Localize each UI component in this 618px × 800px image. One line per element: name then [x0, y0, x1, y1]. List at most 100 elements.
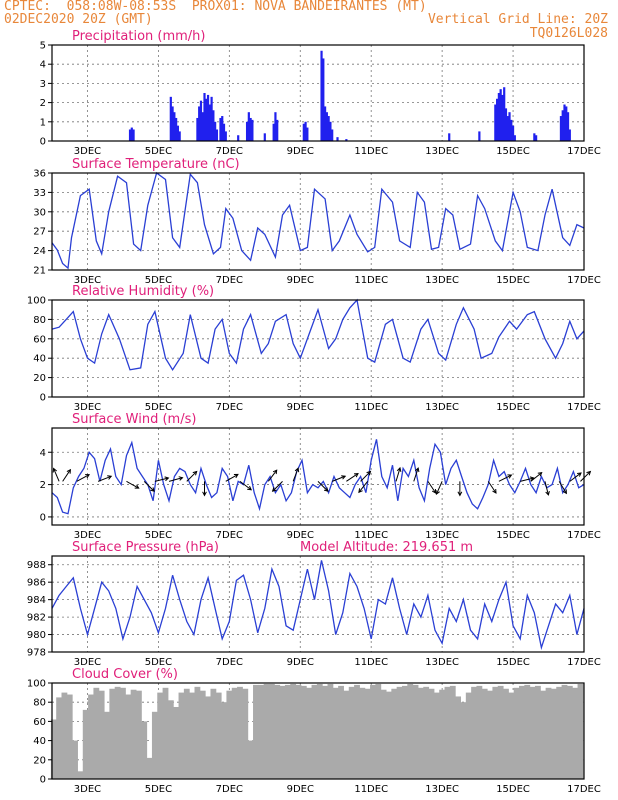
precipitation-bar [201, 112, 204, 141]
cloud-cover-bar [508, 692, 515, 779]
cloud-cover-bar [540, 690, 547, 779]
header-model-code: TQ0126L028 [529, 26, 608, 41]
cloud-cover-bar [322, 685, 329, 779]
cloud-cover-bar [205, 696, 211, 779]
cloud-cover-bar [550, 688, 557, 779]
wind-vector [52, 467, 60, 482]
cloud-cover-bar [497, 685, 504, 779]
precipitation-bar [171, 106, 174, 141]
cloud-cover-bar [199, 690, 206, 779]
cloud-cover-bar [50, 719, 57, 779]
wind-vector [360, 470, 372, 482]
precipitation-bar [510, 119, 513, 141]
plot-frame [51, 427, 585, 526]
x-tick-label: 9DEC [287, 146, 314, 157]
x-tick-label: 15DEC [496, 530, 530, 541]
cloud-cover-bar [56, 697, 63, 779]
cloud-cover-bar [237, 686, 243, 779]
wind-vector [225, 473, 239, 482]
cloud-cover-bar [61, 692, 68, 779]
precipitation-bar [331, 129, 334, 141]
y-tick-label: 60 [33, 717, 46, 728]
precipitation-bar [306, 127, 309, 141]
cloud-cover-bar [343, 690, 350, 779]
cloud-cover-bar [455, 696, 462, 779]
precipitation-bar [198, 106, 201, 141]
precipitation-bar [245, 121, 249, 141]
cloud-cover-bar [284, 684, 291, 779]
precipitation-bar [215, 129, 219, 141]
wind-vector [498, 474, 513, 482]
series-line-humidity [51, 298, 585, 372]
precipitation-bar [247, 112, 250, 141]
y-tick-label: 5 [40, 41, 46, 52]
y-tick-label: 0 [40, 393, 46, 404]
x-tick-label: 3DEC [74, 530, 101, 541]
cloud-cover-bar [481, 688, 488, 779]
precipitation-bar [329, 121, 332, 141]
y-tick-label: 20 [33, 755, 46, 766]
wind-vector [520, 476, 535, 482]
series-line-pressure [51, 560, 585, 651]
precipitation-bar [323, 106, 327, 141]
y-tick-label: 986 [27, 578, 46, 589]
cloud-cover-bar [561, 684, 568, 779]
plot-frame [51, 44, 585, 142]
panel-title: Surface Pressure (hPa) [72, 540, 219, 555]
y-tick-label: 20 [33, 373, 46, 384]
cloud-cover-bar [104, 711, 110, 779]
precipitation-bar [208, 104, 211, 141]
precipitation-bar [212, 110, 215, 141]
precipitation-bar [535, 135, 538, 141]
wind-vector [62, 468, 71, 482]
panel-title: Surface Temperature (nC) [72, 157, 240, 172]
cloud-cover-bar [327, 683, 334, 779]
series-line-wind [51, 439, 585, 515]
x-tick-label: 17DEC [567, 657, 601, 668]
cloud-cover-bar [173, 707, 180, 779]
x-tick-label: 5DEC [145, 402, 172, 413]
cloud-cover-bar [93, 687, 100, 779]
cloud-cover-bar [354, 684, 360, 779]
precipitation-bar [214, 121, 217, 141]
precipitation-bar [501, 94, 504, 141]
wind-vector [97, 475, 113, 482]
cloud-cover-bar [130, 689, 137, 779]
cloud-cover-bar [412, 684, 419, 779]
cloud-cover-bar [572, 687, 579, 779]
cloud-cover-bar [82, 709, 89, 779]
plot-frame [51, 682, 585, 780]
precipitation-bar [132, 129, 135, 141]
wind-vector [271, 480, 283, 492]
wind-vector [202, 481, 207, 497]
precipitation-bar [175, 117, 178, 141]
precipitation-bar [196, 117, 199, 141]
cloud-cover-bar [77, 771, 84, 779]
x-tick-label: 7DEC [216, 530, 243, 541]
cloud-cover-bar [503, 688, 509, 779]
precipitation-bar [568, 129, 571, 141]
cloud-cover-bar [492, 686, 499, 779]
y-tick-label: 0 [40, 775, 46, 786]
precipitation-bar [494, 104, 497, 141]
header-grid-line: Vertical Grid Line: 20Z [427, 12, 608, 27]
precipitation-bar [173, 112, 176, 141]
x-tick-label: 9DEC [287, 275, 314, 286]
precipitation-bar [205, 98, 208, 141]
cloud-cover-bar [471, 686, 477, 779]
cloud-cover-bar [311, 684, 318, 779]
precipitation-bar [327, 116, 330, 141]
plot-frame [51, 299, 585, 398]
y-tick-label: 988 [27, 560, 46, 571]
wind-vector [487, 481, 497, 494]
y-tick-label: 100 [27, 679, 46, 690]
y-tick-label: 4 [40, 448, 46, 459]
y-tick-label: 4 [40, 60, 46, 71]
cloud-cover-bar [428, 688, 435, 779]
precipitation-bar [302, 123, 305, 141]
cloud-cover-bar [417, 687, 424, 779]
x-tick-label: 15DEC [496, 657, 530, 668]
wind-vector [435, 481, 443, 496]
cloud-cover-bar [545, 687, 552, 779]
